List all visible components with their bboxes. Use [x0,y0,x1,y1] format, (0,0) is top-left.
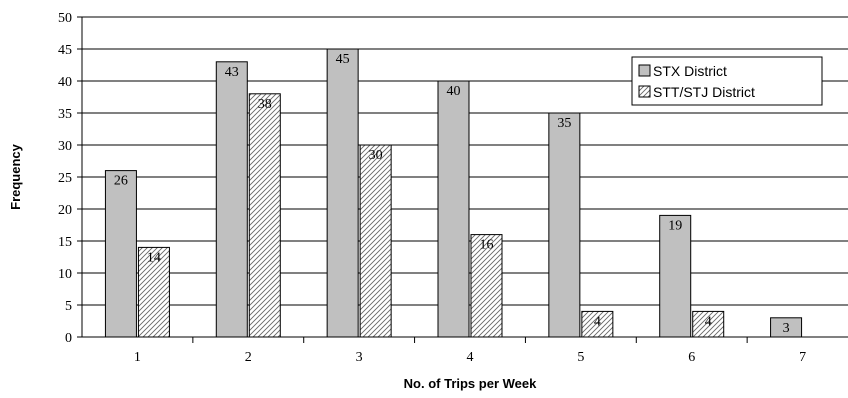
bar-sttstj-3 [359,144,392,338]
bar-stx-4 [437,80,470,338]
x-tick-label: 2 [245,350,252,365]
y-tick-label: 30 [58,139,72,154]
legend-label: STT/STJ District [653,84,755,100]
y-tick-label: 10 [58,267,72,282]
data-label: 3 [783,321,790,336]
x-tick-label: 4 [467,350,474,365]
y-tick-label: 25 [58,171,72,186]
y-tick-label: 20 [58,203,72,218]
legend-box [631,56,823,106]
bar-stx-6 [659,214,692,338]
bar-stx-5 [548,112,581,338]
data-label: 4 [705,314,712,329]
legend-swatch [638,64,651,77]
data-label: 43 [225,65,239,80]
axes [81,17,848,338]
bars [104,48,803,338]
x-axis-title: No. of Trips per Week [404,376,537,391]
legend: STX District STT/STJ District [631,56,823,106]
y-tick-label: 15 [58,235,72,250]
bar-sttstj-4 [470,234,503,338]
bar-stx-1 [104,170,137,338]
bar-stx-3 [326,48,359,338]
y-tick-label: 50 [58,11,72,26]
legend-swatch [638,85,651,98]
y-tick-label: 0 [65,331,72,346]
data-label: 45 [336,52,350,67]
data-label: 26 [114,174,128,189]
bar-stx-2 [215,61,248,338]
bar-sttstj-2 [248,93,281,338]
y-tick-label: 5 [65,299,72,314]
legend-label: STX District [653,63,727,79]
bar-sttstj-6 [692,310,725,338]
y-tick-label: 45 [58,43,72,58]
x-tick-label: 3 [356,350,363,365]
x-tick-labels: 1 2 3 4 5 6 7 [134,350,806,365]
x-tick-label: 5 [577,350,584,365]
data-label: 19 [668,218,682,233]
x-tick-label: 7 [799,350,806,365]
y-tick-label: 40 [58,75,72,90]
data-label: 30 [369,148,383,163]
data-label: 40 [447,84,461,99]
x-tick-label: 6 [688,350,695,365]
data-label: 38 [258,97,272,112]
y-axis-title: Frequency [8,143,23,210]
data-label: 4 [594,314,601,329]
data-label: 16 [480,238,494,253]
x-tick-label: 1 [134,350,141,365]
data-label: 35 [557,116,571,131]
data-label: 14 [147,250,161,265]
y-tick-label: 35 [58,107,72,122]
y-tick-labels: 0 5 10 15 20 25 30 35 40 45 50 [58,11,72,346]
gridlines [77,16,848,343]
